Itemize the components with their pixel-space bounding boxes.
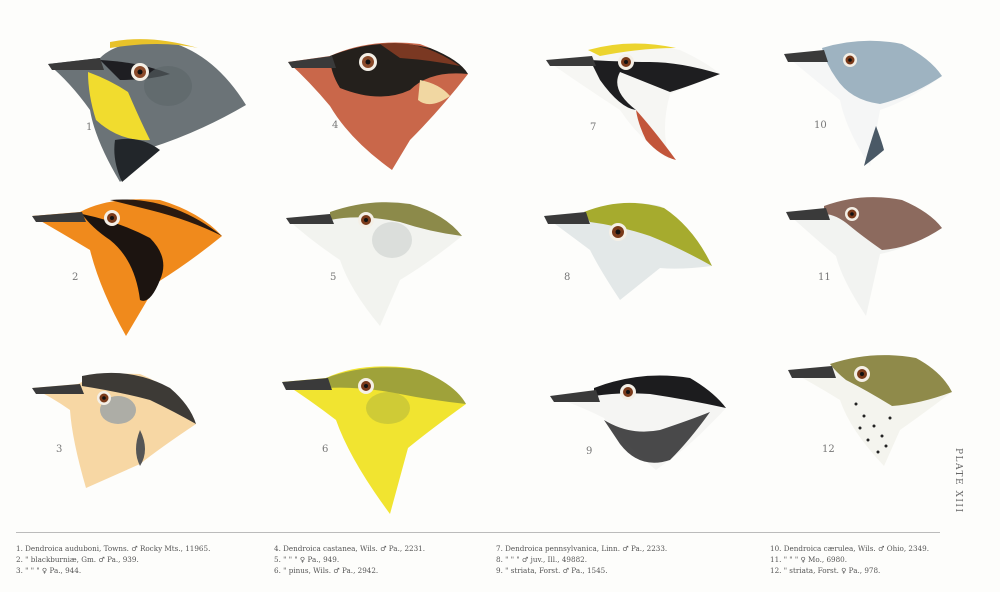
plate-title: PLATE XIII: [953, 448, 963, 514]
caption-6: 6. " pinus, Wils. ♂ Pa., 2942.: [274, 566, 379, 575]
figure-number-9: 9: [586, 446, 593, 457]
caption-8: 8. " " " ♂ juv., Ill., 49882.: [496, 555, 588, 564]
caption-12: 12. " striata, Forst. ♀ Pa., 978.: [770, 566, 881, 575]
bird-head-12: [788, 355, 952, 466]
figure-number-12: 12: [822, 444, 835, 455]
figure-number-11: 11: [818, 272, 831, 283]
bird-head-11: [786, 197, 942, 316]
bird-head-10: [784, 40, 942, 166]
bird-head-9: [550, 375, 726, 470]
caption-1: 1. Dendroica auduboni, Towns. ♂ Rocky Mt…: [16, 544, 211, 553]
caption-4: 4. Dendroica castanea, Wils. ♂ Pa., 2231…: [274, 544, 426, 553]
caption-divider: [16, 532, 940, 533]
bird-head-3: [32, 372, 196, 488]
caption-2: 2. " blackburniæ, Gm. ♂ Pa., 939.: [16, 555, 139, 564]
figure-number-10: 10: [814, 120, 827, 131]
bird-head-7: [546, 43, 720, 160]
bird-head-4: [288, 42, 468, 170]
caption-3: 3. " " " ♀ Pa., 944.: [16, 566, 82, 575]
caption-9: 9. " striata, Forst. ♂ Pa., 1545.: [496, 566, 608, 575]
caption-11: 11. " " " ♀ Mo., 6980.: [770, 555, 848, 564]
caption-7: 7. Dendroica pennsylvanica, Linn. ♂ Pa.,…: [496, 544, 668, 553]
figure-number-4: 4: [332, 120, 339, 131]
figure-number-1: 1: [86, 122, 93, 133]
bird-head-2: [32, 199, 222, 336]
figure-number-6: 6: [322, 444, 329, 455]
figure-number-3: 3: [56, 444, 63, 455]
bird-head-6: [282, 366, 466, 514]
figure-number-8: 8: [564, 272, 571, 283]
bird-head-8: [544, 202, 712, 300]
caption-10: 10. Dendroica cærulea, Wils. ♂ Ohio, 234…: [770, 544, 930, 553]
caption-5: 5. " " " ♀ Pa., 949.: [274, 555, 340, 564]
bird-head-5: [286, 201, 462, 326]
bird-head-1: [48, 39, 246, 182]
figure-number-7: 7: [590, 122, 597, 133]
figure-number-2: 2: [72, 272, 79, 283]
figure-number-5: 5: [330, 272, 337, 283]
